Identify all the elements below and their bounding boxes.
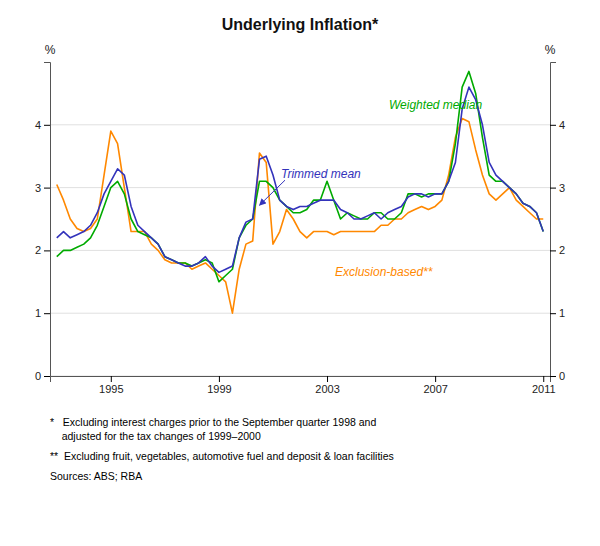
- tick: 0: [35, 370, 50, 382]
- series-line: [57, 87, 543, 272]
- tick-mark: [550, 250, 556, 251]
- series-line: [57, 71, 543, 281]
- tick-label: 2007: [423, 383, 447, 395]
- x-axis: 1995 1999 2003 2007 2011: [51, 376, 556, 395]
- axis-line: [551, 63, 557, 377]
- tick-mark: [550, 376, 556, 377]
- tick-label: 0: [35, 370, 41, 382]
- tick-mark: [44, 125, 50, 126]
- tick-label: 1: [35, 307, 41, 319]
- tick-mark: [550, 125, 556, 126]
- tick-mark: [550, 313, 556, 314]
- y2-axis: 0 1 2 3 4: [550, 63, 565, 383]
- tick-mark: [44, 376, 50, 377]
- tick-label: 3: [559, 182, 565, 194]
- series-label: Trimmed mean: [281, 167, 361, 181]
- y2-axis-label: %: [545, 43, 556, 57]
- tick-label: 4: [559, 119, 565, 131]
- plot-area: [57, 71, 543, 313]
- tick: 0: [550, 370, 565, 382]
- title: Underlying Inflation*: [222, 16, 379, 33]
- grid-line: [50, 124, 550, 125]
- tick-mark: [550, 188, 556, 189]
- tick-label: 2: [559, 244, 565, 256]
- tick-mark: [111, 376, 112, 382]
- tick: 1995: [99, 376, 123, 395]
- axis-line: [51, 377, 551, 383]
- footnote-line: * Excluding interest charges prior to th…: [50, 416, 376, 428]
- axis-line: [44, 63, 51, 377]
- grid-line: [50, 250, 550, 251]
- tick: 4: [35, 119, 50, 131]
- footnotes: * Excluding interest charges prior to th…: [50, 416, 394, 482]
- tick-mark: [44, 313, 50, 314]
- tick: 4: [550, 119, 565, 131]
- tick-label: 2003: [315, 383, 339, 395]
- tick-label: 2011: [532, 383, 556, 395]
- footnote-line: Sources: ABS; RBA: [50, 470, 142, 482]
- tick-label: 0: [559, 370, 565, 382]
- series-labels: Exclusion-based** Weighted median Trimmed …: [260, 98, 483, 278]
- tick-label: 1995: [99, 383, 123, 395]
- y-axis: 0 1 2 3 4: [35, 63, 51, 383]
- label-arrow: [260, 180, 286, 205]
- tick: 3: [35, 182, 50, 194]
- tick: 3: [550, 182, 565, 194]
- chart: 199519992003200720110123401234%%Underlyi…: [0, 0, 600, 546]
- tick-label: 1: [559, 307, 565, 319]
- tick-mark: [543, 376, 544, 382]
- tick: 2011: [532, 376, 556, 395]
- y-axis-label: %: [45, 43, 56, 57]
- footnote: Sources: ABS; RBA: [50, 470, 142, 482]
- series-label: Exclusion-based**: [335, 265, 433, 279]
- tick-label: 1999: [207, 383, 231, 395]
- tick: 2007: [423, 376, 447, 395]
- grid-line: [50, 313, 550, 314]
- tick: 1999: [207, 376, 231, 395]
- footnote: * Excluding interest charges prior to th…: [50, 416, 376, 442]
- tick: 2003: [315, 376, 339, 395]
- footnote-line: ** Excluding fruit, vegetables, automoti…: [50, 450, 394, 462]
- footnote-line: adjusted for the tax changes of 1999–200…: [50, 430, 261, 442]
- grid: [50, 125, 550, 376]
- tick-label: 3: [35, 182, 41, 194]
- tick-mark: [44, 188, 50, 189]
- series-label: Weighted median: [389, 98, 482, 112]
- tick-label: 2: [35, 244, 41, 256]
- tick: 1: [550, 307, 565, 319]
- tick: 2: [35, 244, 50, 256]
- tick-mark: [327, 376, 328, 382]
- footnote: ** Excluding fruit, vegetables, automoti…: [50, 450, 394, 462]
- tick-mark: [435, 376, 436, 382]
- tick-label: 4: [35, 119, 41, 131]
- tick-mark: [219, 376, 220, 382]
- tick: 2: [550, 244, 565, 256]
- tick: 1: [35, 307, 50, 319]
- tick-mark: [44, 250, 50, 251]
